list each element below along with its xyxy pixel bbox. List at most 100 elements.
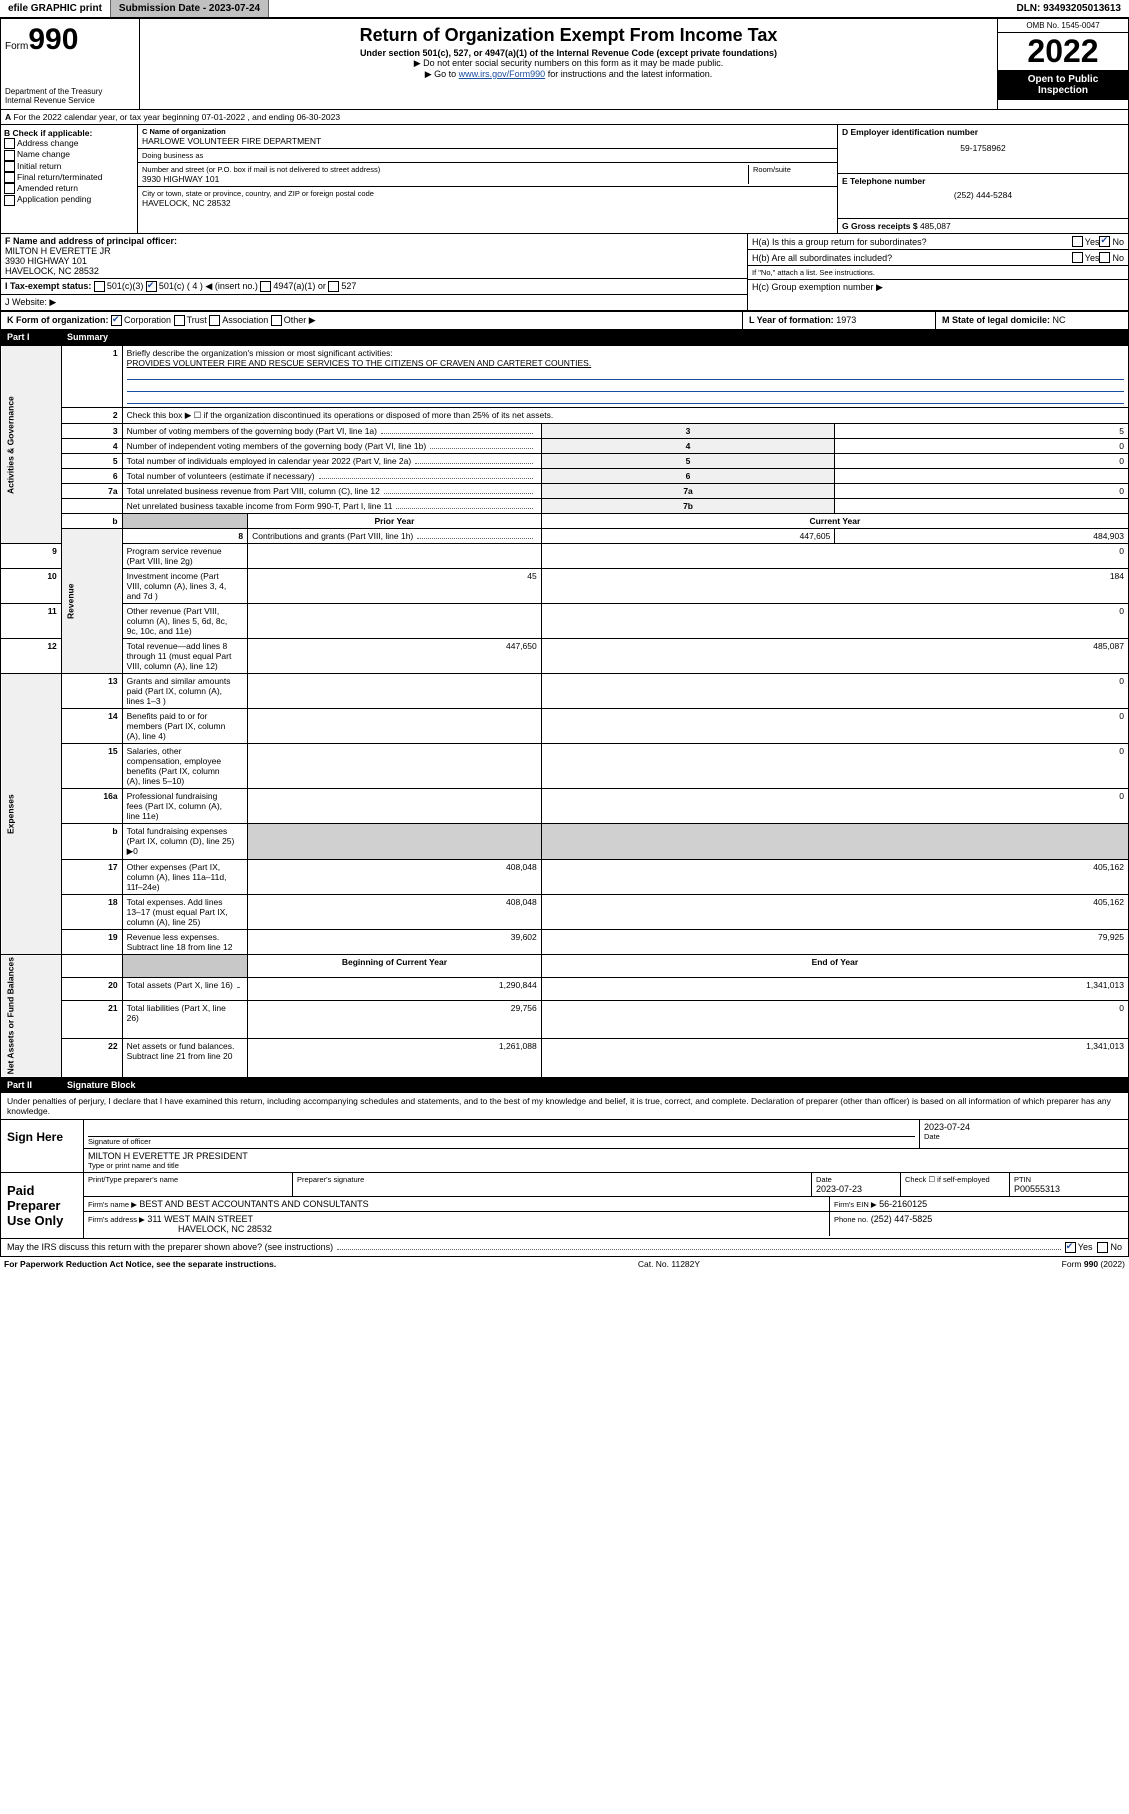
officer-addr1: 3930 HIGHWAY 101	[5, 256, 743, 266]
l-value: 1973	[836, 315, 856, 325]
form-number: Form990	[5, 23, 135, 57]
row-box: 3	[541, 424, 835, 439]
gov-row: 4 Number of independent voting members o…	[1, 439, 1129, 454]
chk-amended-label: Amended return	[17, 183, 78, 193]
summary-table: Activities & Governance 1 Briefly descri…	[0, 345, 1129, 1077]
form-990-number: 990	[28, 23, 78, 56]
form-header: Form990 Department of the Treasury Inter…	[0, 18, 1129, 110]
opt-501c: 501(c) ( 4 ) ◀ (insert no.)	[159, 281, 258, 291]
chk-527[interactable]	[328, 281, 339, 292]
q1-text: Briefly describe the organization's miss…	[127, 348, 1124, 358]
prep-name-label: Print/Type preparer's name	[88, 1175, 288, 1184]
firm-ein: 56-2160125	[879, 1199, 927, 1209]
phone-value: (252) 444-5284	[842, 190, 1124, 200]
submission-date: Submission Date - 2023-07-24	[110, 0, 269, 17]
chk-4947[interactable]	[260, 281, 271, 292]
chk-final-label: Final return/terminated	[17, 172, 103, 182]
chk-501c[interactable]	[146, 281, 157, 292]
city-label: City or town, state or province, country…	[142, 189, 833, 198]
ptin-value: P00555313	[1014, 1184, 1124, 1194]
ha-no[interactable]	[1099, 236, 1110, 247]
room-label: Room/suite	[753, 165, 833, 174]
city-value: HAVELOCK, NC 28532	[142, 198, 833, 208]
prep-date-label: Date	[816, 1175, 896, 1184]
part1-title: Summary	[67, 332, 108, 342]
row-i: I Tax-exempt status: 501(c)(3) 501(c) ( …	[1, 279, 747, 295]
ein-label: D Employer identification number	[842, 127, 1124, 137]
form-title: Return of Organization Exempt From Incom…	[144, 25, 993, 46]
chk-assoc[interactable]	[209, 315, 220, 326]
may-no-chk[interactable]	[1097, 1242, 1108, 1253]
opt-trust: Trust	[187, 315, 207, 325]
gov-row: 3 Number of voting members of the govern…	[1, 424, 1129, 439]
current-header: Current Year	[541, 514, 1128, 529]
may-yes: Yes	[1078, 1242, 1093, 1253]
hb-yes-label: Yes	[1085, 253, 1100, 263]
bal-row: 21 Total liabilities (Part X, line 26) 2…	[1, 1001, 1129, 1039]
f-label: F Name and address of principal officer:	[5, 236, 743, 246]
footer: For Paperwork Reduction Act Notice, see …	[0, 1257, 1129, 1271]
row-klm: K Form of organization: Corporation Trus…	[0, 311, 1129, 330]
dept-treasury: Department of the Treasury	[5, 87, 135, 96]
prep-date: 2023-07-23	[816, 1184, 896, 1194]
note2-suffix: for instructions and the latest informat…	[545, 69, 712, 79]
note-ssn: ▶ Do not enter social security numbers o…	[144, 58, 993, 69]
irs-label: Internal Revenue Service	[5, 96, 135, 105]
q1-answer: PROVIDES VOLUNTEER FIRE AND RESCUE SERVI…	[127, 358, 1124, 368]
officer-name: MILTON H EVERETTE JR	[5, 246, 743, 256]
may-irs-row: May the IRS discuss this return with the…	[0, 1239, 1129, 1257]
firm-addr2: HAVELOCK, NC 28532	[178, 1224, 825, 1234]
ha-yes-label: Yes	[1085, 237, 1100, 247]
end-header: End of Year	[541, 955, 1128, 978]
taxyear-text: For the 2022 calendar year, or tax year …	[14, 112, 341, 122]
sig-date: 2023-07-24	[924, 1122, 1124, 1132]
firm-addr1: 311 WEST MAIN STREET	[147, 1214, 253, 1224]
prep-sig-label: Preparer's signature	[297, 1175, 807, 1184]
opt-4947: 4947(a)(1) or	[273, 281, 326, 291]
chk-name[interactable]: Name change	[4, 149, 134, 160]
chk-501c3[interactable]	[94, 281, 105, 292]
phone-label: E Telephone number	[842, 176, 1124, 186]
prep-phone: (252) 447-5825	[871, 1214, 933, 1224]
ha-yes[interactable]	[1072, 236, 1083, 247]
chk-corp[interactable]	[111, 315, 122, 326]
rev-row: 10 Investment income (Part VIII, column …	[1, 569, 1129, 604]
exp-row: 15 Salaries, other compensation, employe…	[1, 744, 1129, 789]
chk-final[interactable]: Final return/terminated	[4, 172, 134, 183]
sig-date-label: Date	[924, 1132, 1124, 1141]
opt-assoc: Association	[222, 315, 268, 325]
chk-amended[interactable]: Amended return	[4, 183, 134, 194]
hb-yes[interactable]	[1072, 252, 1083, 263]
gross-label: G Gross receipts $	[842, 221, 918, 231]
rev-row: 12 Total revenue—add lines 8 through 11 …	[1, 639, 1129, 674]
vert-governance: Activities & Governance	[1, 346, 62, 544]
efile-label: efile GRAPHIC print	[0, 0, 110, 17]
row-num: 3	[61, 424, 122, 439]
hc-label: H(c) Group exemption number ▶	[748, 280, 1128, 295]
rev-row: 11 Other revenue (Part VIII, column (A),…	[1, 604, 1129, 639]
ha-label: H(a) Is this a group return for subordin…	[752, 237, 1072, 247]
perjury-statement: Under penalties of perjury, I declare th…	[0, 1093, 1129, 1120]
row-text: Number of voting members of the governin…	[127, 426, 377, 436]
firm-name-label: Firm's name ▶	[88, 1200, 137, 1209]
chk-address[interactable]: Address change	[4, 138, 134, 149]
open-inspection: Open to Public Inspection	[998, 70, 1128, 100]
chk-other[interactable]	[271, 315, 282, 326]
chk-pending[interactable]: Application pending	[4, 194, 134, 205]
dba-label: Doing business as	[142, 151, 833, 160]
chk-initial[interactable]: Initial return	[4, 161, 134, 172]
firm-addr-label: Firm's address ▶	[88, 1215, 145, 1224]
vert-expenses: Expenses	[1, 674, 62, 955]
omb-number: OMB No. 1545-0047	[998, 19, 1128, 33]
hb-no[interactable]	[1099, 252, 1110, 263]
irs-link[interactable]: www.irs.gov/Form990	[459, 69, 546, 79]
may-yes-chk[interactable]	[1065, 1242, 1076, 1253]
note-link: ▶ Go to www.irs.gov/Form990 for instruct…	[144, 69, 993, 80]
note2-prefix: ▶ Go to	[425, 69, 459, 79]
row-a-taxyear: A For the 2022 calendar year, or tax yea…	[0, 110, 1129, 125]
opt-other: Other ▶	[284, 315, 316, 325]
opt-corp: Corporation	[124, 315, 171, 325]
chk-trust[interactable]	[174, 315, 185, 326]
exp-row: 14 Benefits paid to or for members (Part…	[1, 709, 1129, 744]
sign-here-block: Sign Here Signature of officer 2023-07-2…	[0, 1120, 1129, 1173]
